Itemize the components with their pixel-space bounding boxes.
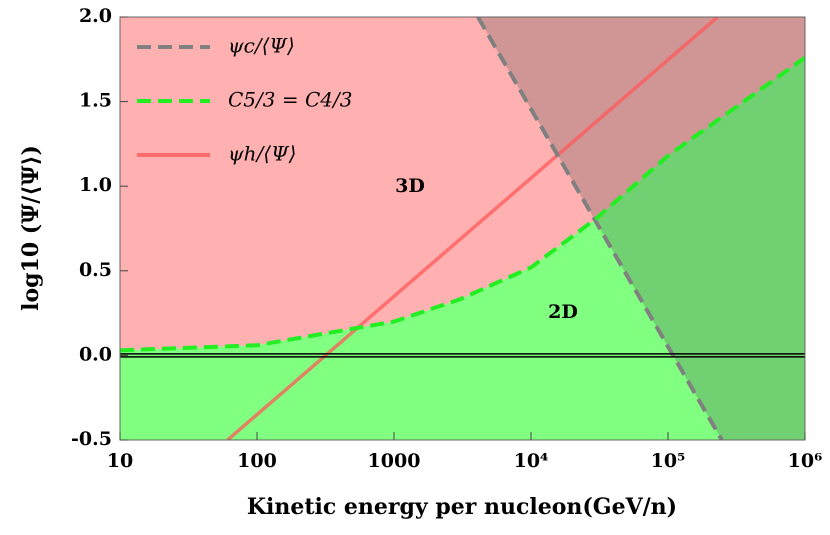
region-2d [120, 57, 805, 440]
y-tick-label: 1.5 [79, 90, 112, 112]
annotation: 3D [395, 175, 425, 197]
x-tick-label: 10⁴ [514, 450, 549, 472]
legend-label: ψc/⟨Ψ⟩ [228, 34, 295, 58]
y-tick-label: 1.0 [79, 174, 112, 196]
legend-label: C5/3 = C4/3 [228, 88, 352, 112]
shaded-region [477, 17, 805, 440]
x-tick-label: 10⁶ [788, 450, 823, 472]
x-tick-label: 100 [237, 450, 277, 472]
annotation: 2D [548, 301, 578, 323]
series-line [120, 55, 805, 353]
y-tick-label: 0.0 [79, 343, 112, 365]
plot-area [120, 17, 805, 440]
legend-label: ψh/⟨Ψ⟩ [228, 142, 296, 166]
y-tick-label: 0.5 [79, 259, 112, 281]
series-line [226, 17, 719, 440]
y-tick-label: -0.5 [71, 428, 112, 450]
series-line [476, 17, 724, 440]
x-axis-label: Kinetic energy per nucleon(GeV/n) [247, 494, 677, 520]
y-axis-label: log10 (Ψ/⟨Ψ⟩) [18, 145, 44, 311]
x-tick-label: 10 [107, 450, 133, 472]
y-tick-label: 2.0 [79, 5, 112, 27]
x-tick-label: 1000 [368, 450, 421, 472]
x-tick-label: 10⁵ [651, 450, 686, 472]
frame [119, 16, 806, 441]
